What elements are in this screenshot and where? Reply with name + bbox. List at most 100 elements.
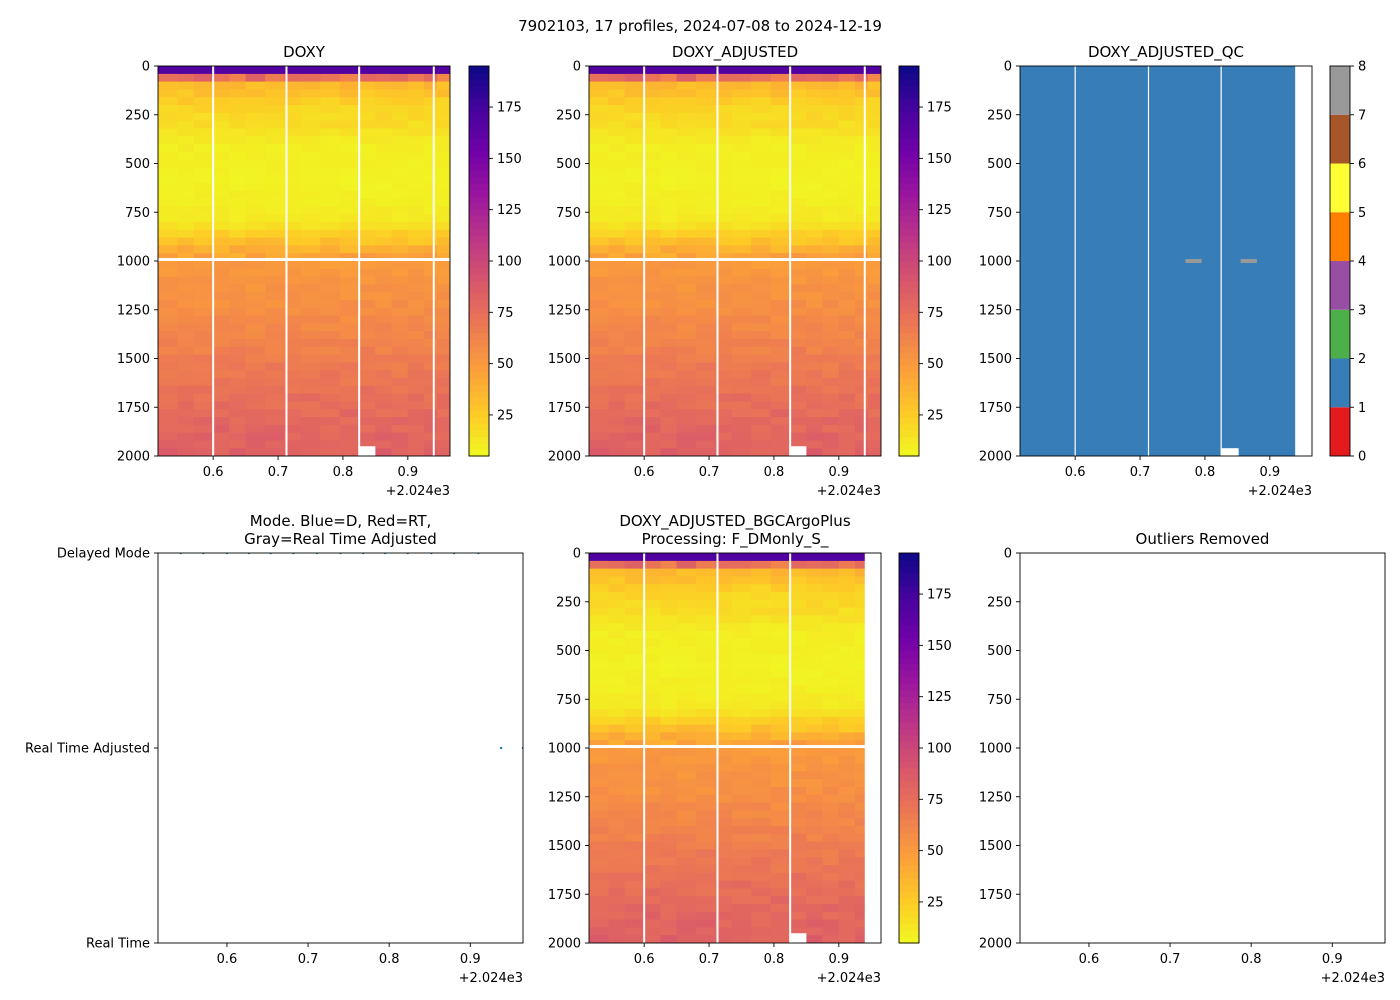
heatmap-cell — [770, 607, 791, 616]
x-tick-label: 0.7 — [298, 952, 319, 967]
heatmap-cell — [644, 631, 661, 640]
heatmap-cell — [770, 787, 791, 796]
heatmap-cell — [589, 81, 610, 90]
heatmap-cell — [770, 755, 791, 765]
heatmap-cell — [644, 568, 661, 577]
heatmap-cell — [300, 151, 321, 161]
heatmap-cell — [822, 779, 840, 788]
heatmap-cell — [855, 268, 869, 278]
heatmap-cell — [589, 331, 610, 340]
heatmap-cell — [660, 935, 678, 943]
heatmap-cell — [437, 128, 450, 137]
heatmap-cell — [838, 128, 856, 137]
data-gap-cell — [790, 933, 807, 943]
heatmap-cell — [608, 401, 626, 410]
heatmap-cell — [822, 385, 840, 395]
heatmap-cell — [731, 638, 752, 648]
heatmap-cell — [715, 307, 733, 317]
heatmap-cell — [731, 237, 752, 246]
heatmap-cell — [339, 268, 360, 278]
heatmap-cell — [751, 818, 772, 827]
heatmap-cell — [790, 144, 807, 153]
heatmap-cell — [644, 709, 661, 718]
heatmap-cell — [790, 440, 807, 449]
heatmap-cell — [391, 245, 409, 254]
heatmap-cell — [437, 409, 450, 418]
colorbar-segment — [899, 676, 919, 684]
heatmap-cell — [608, 253, 626, 262]
heatmap-cell — [855, 826, 866, 835]
heatmap-cell — [391, 81, 409, 90]
heatmap-cell — [359, 362, 376, 371]
heatmap-cell — [589, 748, 610, 757]
heatmap-cell — [731, 339, 752, 348]
heatmap-cell — [855, 841, 866, 850]
heatmap-cell — [770, 370, 791, 379]
heatmap-cell — [838, 214, 856, 223]
heatmap-cell — [696, 896, 717, 905]
heatmap-cell — [624, 401, 645, 410]
y-tick-label: 750 — [556, 206, 581, 221]
heatmap-cell — [589, 693, 610, 702]
heatmap-cell — [822, 73, 840, 83]
heatmap-cell — [790, 810, 807, 819]
heatmap-cell — [751, 417, 772, 426]
heatmap-cell — [624, 120, 645, 129]
heatmap-cell — [770, 802, 791, 811]
heatmap-cell — [822, 448, 840, 456]
heatmap-cell — [696, 599, 717, 609]
heatmap-cell — [751, 105, 772, 114]
heatmap-cell — [676, 112, 697, 122]
heatmap-cell — [407, 144, 425, 153]
heatmap-cell — [391, 89, 409, 98]
heatmap-cell — [660, 292, 678, 301]
heatmap-cell — [770, 253, 791, 262]
heatmap-cell — [339, 237, 360, 246]
heatmap-cell — [359, 66, 376, 74]
heatmap-cell — [359, 331, 376, 340]
colorbar-segment — [1330, 358, 1350, 408]
heatmap-cell — [822, 424, 840, 434]
heatmap-cell — [696, 646, 717, 655]
heatmap-cell — [715, 802, 733, 811]
heatmap-cell — [359, 81, 376, 90]
colorbar-tick-label: 100 — [927, 742, 952, 757]
heatmap-cell — [660, 709, 678, 718]
heatmap-cell — [731, 120, 752, 129]
heatmap-cell — [751, 779, 772, 788]
heatmap-cell — [731, 409, 752, 418]
heatmap-cell — [193, 198, 214, 207]
heatmap-cell — [229, 229, 247, 239]
heatmap-cell — [868, 307, 881, 317]
colorbar-segment — [469, 118, 489, 126]
heatmap-cell — [806, 849, 824, 858]
heatmap-cell — [177, 385, 195, 395]
heatmap-cell — [284, 120, 302, 129]
heatmap-cell — [868, 424, 881, 434]
heatmap-cell — [320, 370, 341, 379]
heatmap-cell — [229, 136, 247, 145]
y-tick-label: 250 — [987, 595, 1012, 610]
heatmap-cell — [715, 732, 733, 741]
heatmap-cell — [838, 732, 856, 741]
heatmap-cell — [589, 685, 610, 694]
heatmap-cell — [676, 841, 697, 850]
heatmap-cell — [407, 128, 425, 137]
heatmap-cell — [822, 685, 840, 694]
heatmap-cell — [193, 144, 214, 153]
heatmap-cell — [806, 857, 824, 866]
heatmap-cell — [284, 175, 302, 184]
heatmap-cell — [822, 716, 840, 726]
heatmap-cell — [284, 206, 302, 215]
heatmap-cell — [424, 362, 438, 371]
heatmap-cell — [715, 401, 733, 410]
heatmap-cell — [806, 81, 824, 90]
heatmap-cell — [696, 771, 717, 780]
heatmap-cell — [284, 73, 302, 83]
heatmap-cell — [660, 779, 678, 788]
heatmap-cell — [320, 378, 341, 387]
heatmap-cell — [676, 857, 697, 866]
colorbar-segment — [469, 85, 489, 93]
heatmap-cell — [838, 865, 856, 874]
